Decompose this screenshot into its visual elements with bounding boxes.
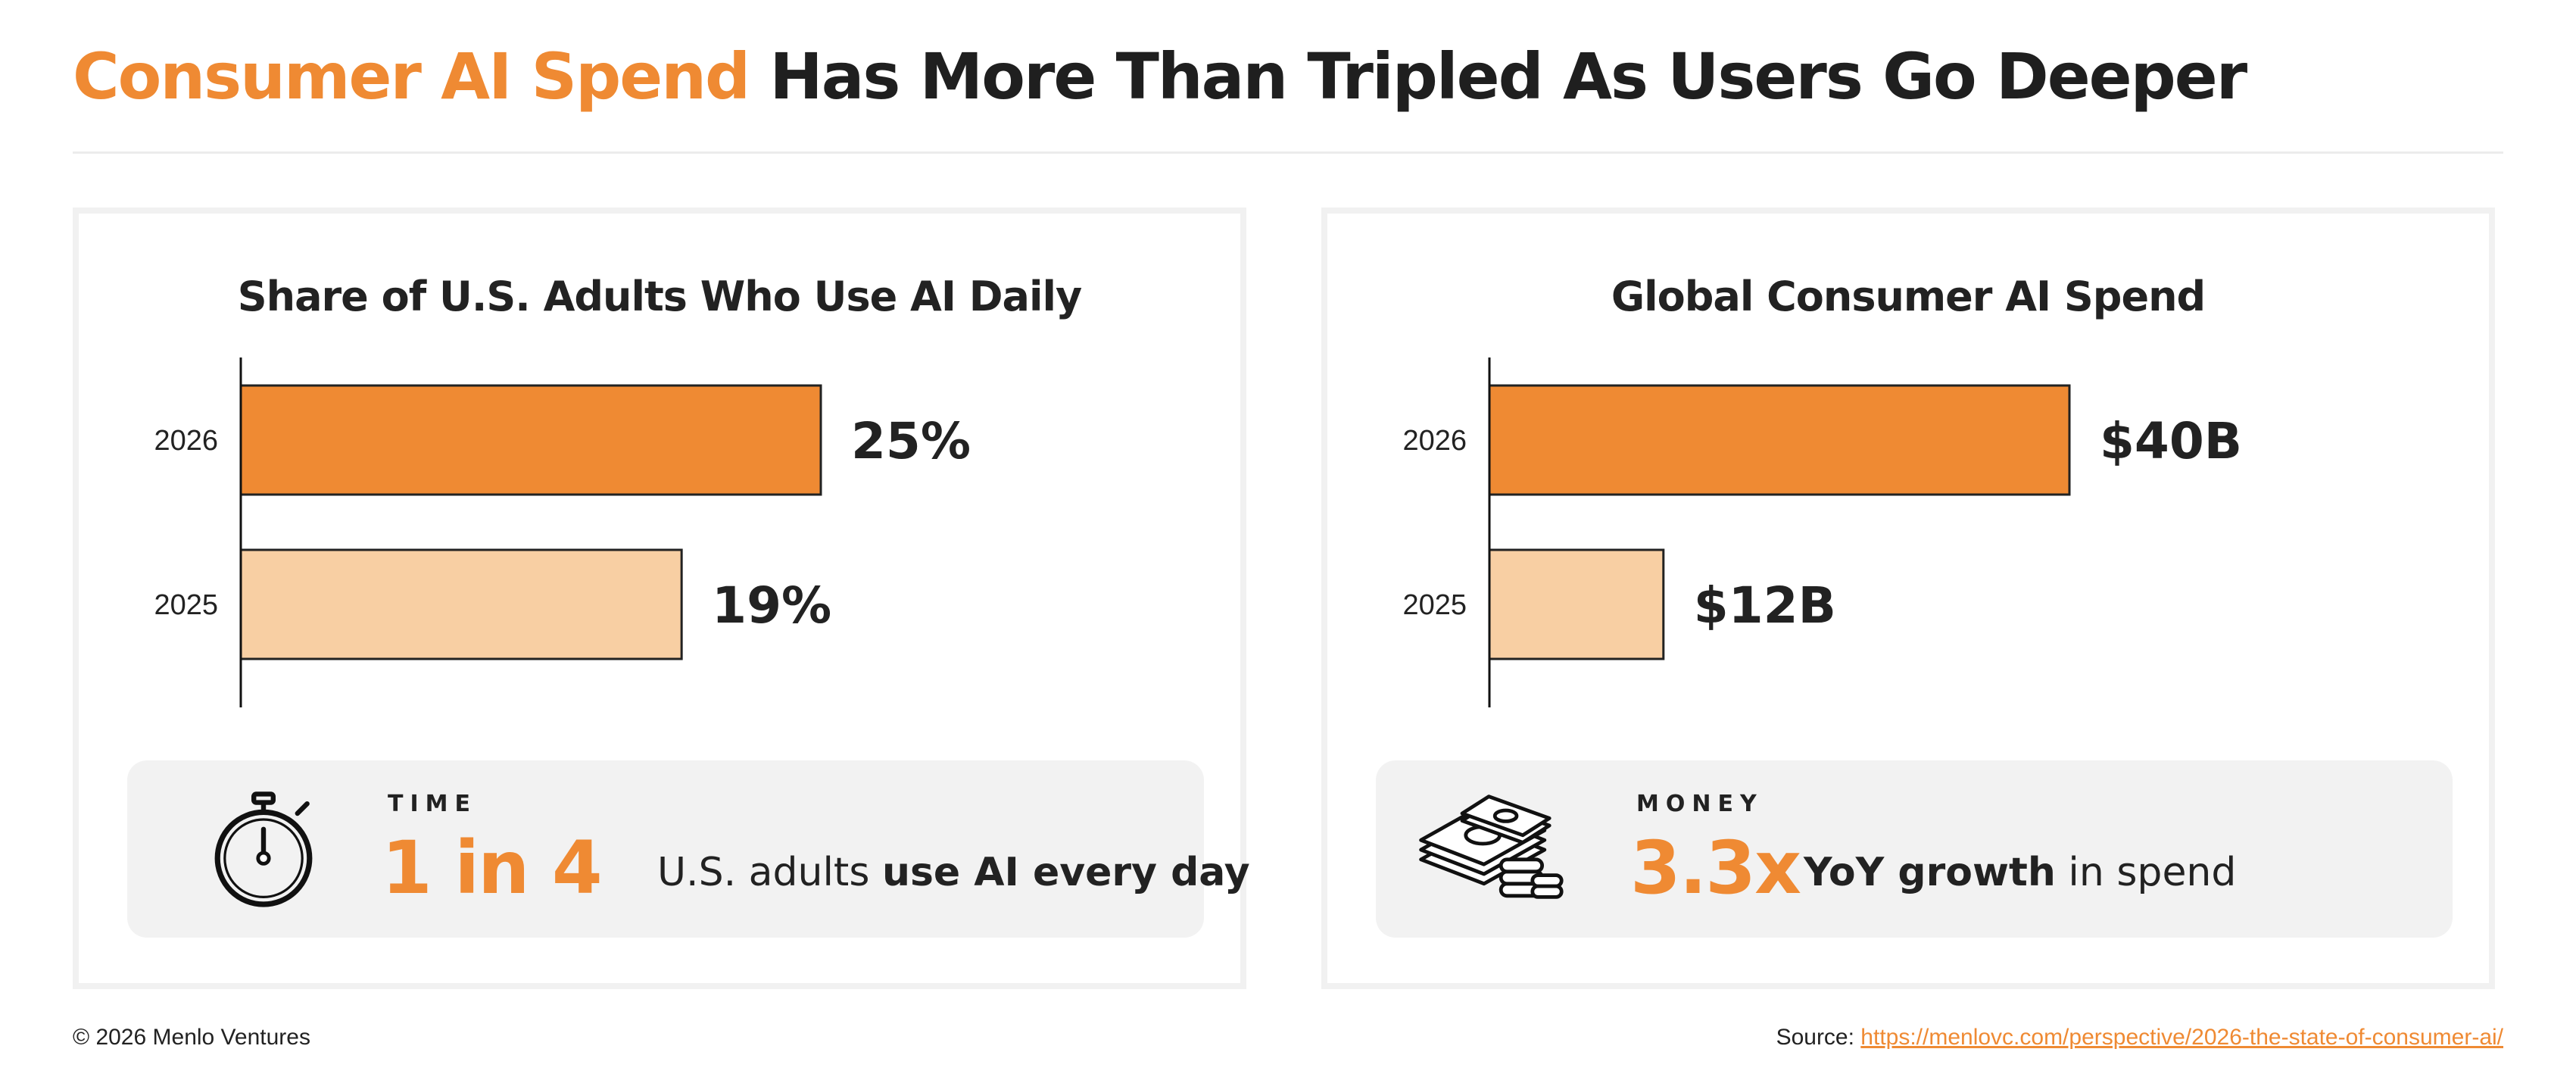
- value-label-2026: 25%: [851, 412, 971, 470]
- callout-stat: 1 in 4: [382, 826, 603, 910]
- source-link[interactable]: https://menlovc.com/perspective/2026-the…: [1860, 1025, 2503, 1050]
- spend-panel: Global Consumer AI Spend 2026 $40B 2025 $12…: [1321, 208, 2495, 989]
- tick-label-2026: 2026: [154, 425, 218, 457]
- desc-bold: YoY growth: [1804, 850, 2056, 895]
- daily-use-panel: Share of U.S. Adults Who Use AI Daily 20…: [73, 208, 1250, 989]
- spend-chart: 2026 $40B 2025 $12B: [1402, 357, 2242, 707]
- value-label-2025: $12B: [1694, 576, 1836, 635]
- daily-use-chart: 2026 25% 2025 19%: [154, 357, 971, 707]
- callout-description: YoY growth in spend: [1804, 850, 2236, 895]
- source-line: Source: https://menlovc.com/perspective/…: [1776, 1025, 2503, 1050]
- callout-stat: 3.3x: [1630, 826, 1801, 910]
- desc-plain: in spend: [2055, 850, 2237, 895]
- money-stack-icon: [1419, 794, 1564, 899]
- desc-plain: U.S. adults: [657, 850, 882, 895]
- tick-label-2025: 2025: [154, 589, 218, 621]
- value-label-2025: 19%: [712, 576, 831, 635]
- page-title: Consumer AI Spend Has More Than Tripled …: [73, 39, 2247, 114]
- tick-label-2025: 2025: [1402, 589, 1467, 621]
- bar-2026: [239, 384, 822, 496]
- callout-kicker: MONEY: [1636, 791, 1764, 817]
- tick-label-2026: 2026: [1402, 425, 1467, 457]
- title-rest: Has More Than Tripled As Users Go Deeper: [749, 39, 2247, 114]
- title-accent: Consumer AI Spend: [73, 39, 750, 114]
- copyright: © 2026 Menlo Ventures: [73, 1025, 310, 1050]
- callout-description: U.S. adults use AI every day: [657, 850, 1250, 895]
- callout-kicker: TIME: [388, 791, 477, 817]
- money-callout: MONEY 3.3x YoY growth in spend: [1376, 760, 2453, 938]
- chart-title: Global Consumer AI Spend: [1611, 273, 2206, 320]
- value-label-2026: $40B: [2100, 412, 2242, 470]
- time-callout: TIME 1 in 4 U.S. adults use AI every day: [127, 760, 1250, 938]
- bar-2025: [1488, 548, 1665, 660]
- stopwatch-icon: [214, 791, 313, 907]
- header-divider: [73, 151, 2503, 154]
- source-label: Source:: [1776, 1025, 1861, 1050]
- desc-bold: use AI every day: [881, 850, 1250, 895]
- chart-title: Share of U.S. Adults Who Use AI Daily: [237, 273, 1082, 320]
- bar-2026: [1488, 384, 2071, 496]
- bar-2025: [239, 548, 683, 660]
